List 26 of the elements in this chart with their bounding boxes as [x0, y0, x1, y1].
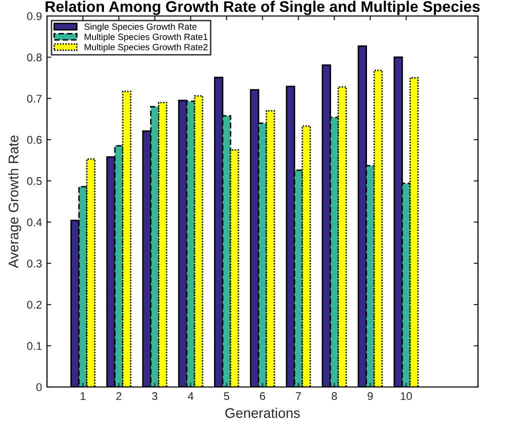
chart-title: Relation Among Growth Rate of Single and Multiple Species: [46, 0, 480, 16]
y-tick-label: 0.5: [27, 177, 42, 186]
x-axis-title: Generations: [225, 408, 300, 418]
x-tick-label: 10: [400, 392, 412, 400]
x-tick-label: 3: [152, 392, 158, 400]
y-tick-label: 0.3: [27, 260, 42, 268]
x-tick-label: 9: [368, 392, 373, 400]
x-tick-label: 6: [260, 392, 266, 400]
x-tick-label: 5: [224, 392, 230, 400]
y-axis-title: Average Growth Rate: [8, 135, 22, 268]
y-tick-label: 0.2: [27, 300, 42, 309]
x-tick-label: 1: [80, 392, 86, 400]
y-tick-label: 0.8: [27, 53, 42, 62]
y-tick-label: 0.1: [27, 342, 42, 350]
y-tick-label: 0.7: [27, 94, 42, 103]
y-tick-label: 0.6: [27, 136, 42, 144]
y-tick-label: 0.4: [27, 218, 42, 226]
x-tick-label: 7: [296, 392, 301, 400]
x-tick-label: 4: [188, 392, 194, 400]
x-tick-label: 2: [116, 392, 122, 400]
x-tick-label: 8: [332, 392, 337, 400]
legend-label: Multiple Species Growth Rate1: [84, 33, 208, 42]
legend-label: Single Species Growth Rate: [84, 23, 197, 32]
y-tick-label: 0.9: [27, 12, 42, 20]
y-tick-label: 0: [36, 383, 42, 392]
legend-label: Multiple Species Growth Rate2: [84, 44, 208, 52]
